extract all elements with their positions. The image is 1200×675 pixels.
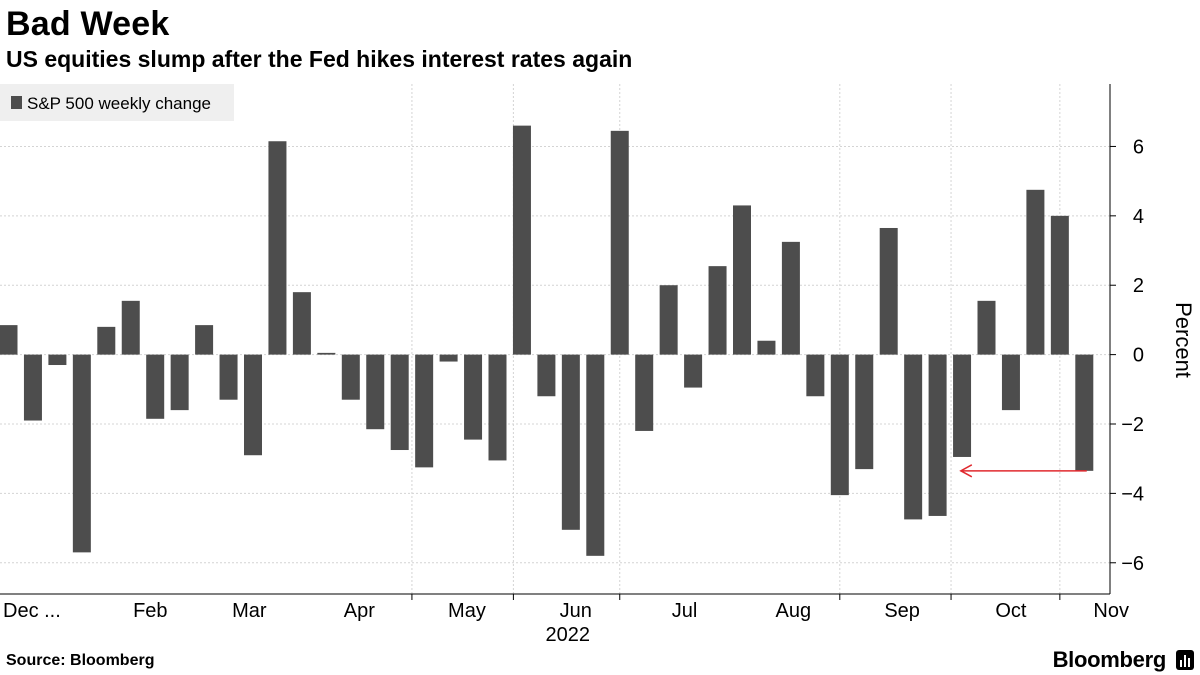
data-bar	[219, 354, 238, 400]
data-bar	[464, 354, 483, 440]
data-bar	[244, 354, 262, 456]
data-bar	[1050, 215, 1069, 355]
data-bar	[268, 141, 287, 355]
data-bar	[879, 227, 898, 355]
data-bar	[977, 300, 996, 355]
data-bar	[830, 354, 849, 496]
data-bar	[121, 300, 140, 355]
y-tick-label: 2	[1133, 275, 1144, 297]
y-tick-label: 4	[1133, 206, 1144, 228]
data-bar	[610, 130, 629, 355]
bloomberg-logo: Bloomberg	[1052, 647, 1167, 672]
axis-layer: 6 4 2 0 −2 −4 −6 Percent Dec ... Feb Mar Apr May Jun J…	[0, 84, 1196, 646]
chart-subtitle: US equities slump after the Fed hikes in…	[6, 46, 633, 72]
data-bar	[757, 340, 776, 355]
x-tick-label: Nov	[1093, 600, 1129, 622]
bloomberg-terminal-icon	[1176, 650, 1194, 670]
x-tick-label: Apr	[344, 600, 375, 622]
y-tick-label: −4	[1121, 483, 1144, 505]
data-bar	[512, 125, 531, 355]
data-bar	[195, 325, 214, 355]
data-bar	[146, 354, 165, 419]
data-bar	[292, 292, 311, 355]
x-tick-label: Oct	[995, 600, 1027, 622]
data-bar	[390, 354, 409, 451]
bar-layer	[0, 125, 1094, 556]
data-bar	[928, 354, 947, 516]
annotation-arrow-head	[959, 464, 973, 478]
data-bar	[537, 354, 556, 397]
data-bar	[439, 354, 458, 362]
x-tick-label: Dec ...	[3, 600, 61, 622]
data-bar	[635, 354, 654, 431]
y-tick-label: 0	[1133, 345, 1144, 367]
y-tick-label: 6	[1133, 136, 1144, 158]
data-bar	[1026, 189, 1045, 355]
data-bar	[708, 266, 727, 355]
grid-layer	[0, 84, 1110, 594]
data-bar	[586, 354, 605, 556]
data-bar	[781, 241, 800, 355]
x-tick-label: Sep	[884, 600, 920, 622]
data-bar	[488, 354, 507, 461]
data-bar	[97, 326, 116, 355]
x-year-label: 2022	[545, 624, 590, 646]
x-tick-label: Aug	[776, 600, 812, 622]
data-bar	[341, 354, 360, 400]
x-tick-label: Jul	[672, 600, 698, 622]
data-bar	[1001, 354, 1020, 411]
data-bar	[806, 354, 825, 397]
source-note: Source: Bloomberg	[6, 652, 155, 669]
data-bar	[48, 354, 67, 366]
legend-swatch	[11, 96, 22, 109]
x-tick-label: Feb	[133, 600, 167, 622]
y-axis-title: Percent	[1171, 302, 1196, 378]
y-tick-label: −2	[1121, 414, 1144, 436]
data-bar	[415, 354, 434, 468]
x-tick-label: Jun	[560, 600, 592, 622]
legend: S&P 500 weekly change	[0, 84, 234, 121]
annotation-layer	[959, 464, 1087, 478]
data-bar	[170, 354, 189, 411]
data-bar	[855, 354, 874, 470]
data-bar	[0, 325, 18, 355]
data-bar	[366, 354, 385, 430]
data-bar	[561, 354, 580, 530]
data-bar	[317, 352, 336, 355]
data-bar	[72, 354, 91, 553]
legend-label: S&P 500 weekly change	[27, 94, 211, 113]
chart-title: Bad Week	[6, 5, 170, 43]
legend-background	[0, 84, 234, 121]
x-tick-label: May	[448, 600, 486, 622]
y-tick-label: −6	[1121, 553, 1144, 575]
data-bar	[733, 205, 751, 355]
data-bar	[659, 285, 678, 355]
data-bar	[953, 354, 972, 457]
data-bar	[1075, 354, 1094, 471]
data-bar	[23, 354, 42, 421]
data-bar	[904, 354, 923, 520]
data-bar	[684, 354, 703, 388]
x-tick-label: Mar	[232, 600, 267, 622]
